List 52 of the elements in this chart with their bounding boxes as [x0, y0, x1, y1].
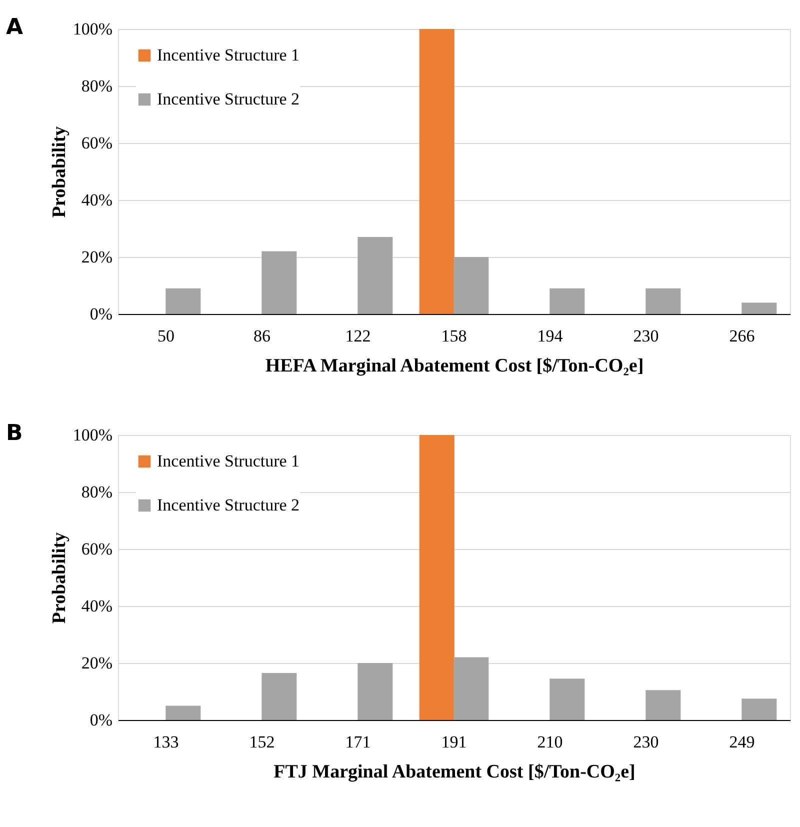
y-tick-label: 80% [81, 482, 112, 502]
y-tick-label: 60% [81, 134, 112, 152]
x-tick-label: 194 [537, 326, 564, 346]
y-tick-label: 40% [81, 596, 112, 616]
y-tick-label: 100% [72, 426, 112, 444]
x-tick-label: 230 [633, 326, 659, 346]
bar [262, 672, 297, 720]
y-tick-label: 0% [90, 304, 112, 324]
x-tick-label: 210 [537, 732, 563, 752]
legend-label: Incentive Structure 2 [157, 90, 300, 108]
x-tick-label: 266 [729, 326, 755, 346]
y-tick-label: 100% [72, 20, 112, 38]
x-axis-title: FTJ Marginal Abatement Cost [$/Ton-CO₂e] [274, 762, 636, 782]
y-axis-title: Probability [48, 126, 70, 218]
y-tick-label: 60% [81, 540, 112, 558]
x-tick-label: 158 [441, 326, 467, 346]
legend-label: Incentive Structure 1 [157, 46, 300, 64]
y-axis-title: Probability [48, 532, 70, 624]
bar [742, 698, 777, 720]
legend-label: Incentive Structure 1 [157, 452, 300, 470]
bar [454, 257, 489, 314]
bar [454, 657, 489, 720]
text: A [6, 15, 24, 40]
bar [358, 663, 393, 720]
y-tick-label: 40% [81, 190, 112, 210]
x-tick-label: 86 [254, 326, 270, 346]
x-tick-label: 122 [345, 326, 371, 346]
x-tick-label: 50 [158, 326, 174, 346]
y-tick-label: 20% [81, 654, 112, 672]
bar [550, 678, 585, 720]
y-tick-label: 0% [90, 710, 112, 730]
bar [646, 288, 681, 314]
x-tick-label: 191 [441, 732, 467, 752]
bar [419, 29, 454, 314]
y-tick-label: 80% [81, 76, 112, 96]
bar [550, 288, 585, 314]
text: B [6, 421, 23, 446]
bar [262, 251, 297, 314]
bar [166, 288, 201, 314]
x-tick-label: 133 [153, 732, 179, 752]
x-tick-label: 230 [633, 732, 659, 752]
bar [166, 706, 201, 720]
x-tick-label: 152 [249, 732, 275, 752]
legend-label: Incentive Structure 2 [157, 496, 300, 514]
x-tick-label: 171 [345, 732, 371, 752]
y-tick-label: 20% [81, 248, 112, 266]
bar [419, 435, 454, 720]
x-tick-label: 249 [729, 732, 755, 752]
bar [358, 237, 393, 314]
x-axis-title: HEFA Marginal Abatement Cost [$/Ton-CO₂e] [265, 356, 644, 376]
bar [646, 690, 681, 720]
bar [742, 302, 777, 314]
